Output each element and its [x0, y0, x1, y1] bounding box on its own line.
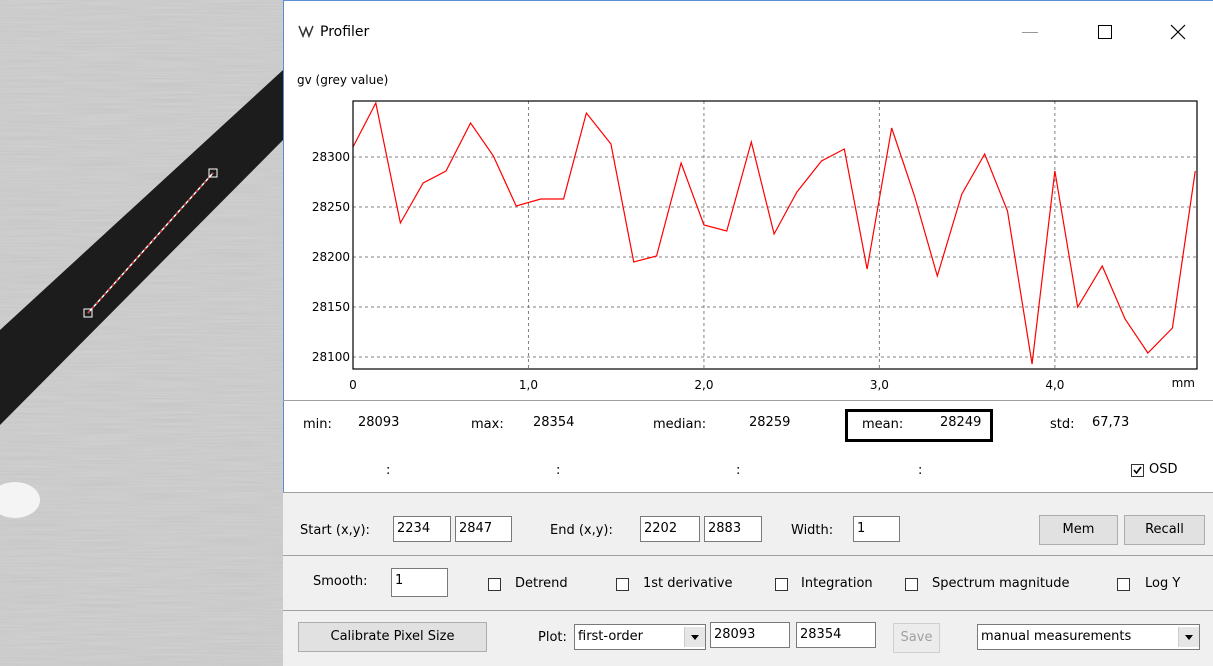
width-input[interactable]: 1 — [853, 516, 900, 542]
close-button[interactable] — [1170, 24, 1186, 40]
stat-label: max: — [471, 417, 504, 432]
x-tick-label: 3,0 — [870, 378, 889, 392]
handle-end[interactable] — [208, 168, 218, 178]
separator — [283, 610, 1213, 611]
stat-label: min: — [303, 417, 332, 432]
window-top — [283, 0, 1213, 492]
end-label: End (x,y): — [550, 523, 613, 538]
x-tick-label: 2,0 — [694, 378, 713, 392]
dark-band — [0, 70, 283, 425]
profile-line — [352, 101, 1196, 365]
profile-line-dash — [87, 172, 214, 314]
y-tick-label: 28200 — [312, 250, 350, 264]
high-input[interactable]: 28354 — [796, 622, 876, 648]
measure-select[interactable]: manual measurements — [977, 624, 1200, 650]
app-icon — [298, 25, 314, 39]
y-tick-label: 28150 — [312, 300, 350, 314]
y-tick-label: 28100 — [312, 350, 350, 364]
separator — [283, 400, 1213, 401]
x-tick-label: 0 — [349, 378, 357, 392]
cursor-readout: : — [386, 463, 391, 478]
stat-label: std: — [1050, 417, 1075, 432]
stat-value: 28259 — [749, 415, 791, 430]
x-axis-label: mm — [1172, 376, 1195, 390]
plot-select-arrow[interactable] — [684, 627, 705, 647]
width-label: Width: — [791, 523, 834, 538]
cursor-readout: : — [556, 463, 561, 478]
stat-label: median: — [653, 417, 707, 432]
maximize-button[interactable] — [1098, 25, 1112, 39]
option-checkbox[interactable] — [905, 578, 918, 591]
plot-frame — [352, 100, 1198, 370]
low-input[interactable]: 28093 — [710, 622, 790, 648]
start-y-input[interactable]: 2847 — [455, 516, 512, 542]
option-label: Detrend — [515, 576, 568, 591]
image-view — [0, 0, 283, 666]
smooth-input[interactable]: 1 — [391, 568, 448, 597]
option-checkbox[interactable] — [488, 578, 501, 591]
option-label: 1st derivative — [643, 576, 733, 591]
separator — [283, 555, 1213, 556]
bright-spot — [0, 482, 40, 518]
separator — [283, 492, 1213, 493]
plot-label: Plot: — [538, 630, 567, 645]
y-axis-label: gv (grey value) — [297, 73, 388, 87]
y-tick-label: 28300 — [312, 150, 350, 164]
option-label: Spectrum magnitude — [932, 576, 1070, 591]
cursor-readout: : — [736, 463, 741, 478]
stat-label: mean: — [862, 417, 904, 432]
start-x-input[interactable]: 2234 — [393, 516, 451, 542]
osd-checkbox[interactable] — [1131, 464, 1144, 477]
chart: gv (grey value) mm 28100 28150 28200 28250 2… — [297, 73, 1198, 392]
option-checkbox[interactable] — [1117, 578, 1130, 591]
calibrate-button[interactable]: Calibrate Pixel Size — [298, 622, 487, 652]
end-y-input[interactable]: 2883 — [704, 516, 762, 542]
stat-value: 28354 — [533, 415, 575, 430]
x-tick-label: 4,0 — [1045, 378, 1064, 392]
end-x-input[interactable]: 2202 — [640, 516, 700, 542]
window-title: Profiler — [320, 24, 370, 40]
mean-highlight — [845, 409, 993, 442]
handle-start[interactable] — [83, 308, 93, 318]
recall-button[interactable]: Recall — [1124, 515, 1205, 545]
stat-value: 67,73 — [1092, 415, 1130, 430]
cursor-readout: : — [918, 463, 923, 478]
stat-value: 28093 — [358, 415, 400, 430]
mem-button[interactable]: Mem — [1039, 515, 1118, 545]
x-tick-label: 1,0 — [519, 378, 538, 392]
measure-select-arrow[interactable] — [1178, 627, 1199, 647]
y-tick-label: 28250 — [312, 200, 350, 214]
option-checkbox[interactable] — [616, 578, 629, 591]
option-label: Integration — [801, 576, 873, 591]
save-button[interactable]: Save — [893, 623, 940, 653]
option-label: Log Y — [1145, 576, 1181, 591]
window-border — [283, 0, 1213, 1]
stat-value: 28249 — [940, 415, 982, 430]
osd-label: OSD — [1149, 462, 1178, 477]
option-checkbox[interactable] — [775, 578, 788, 591]
minimize-button[interactable] — [1022, 32, 1038, 33]
start-label: Start (x,y): — [300, 523, 370, 538]
smooth-label: Smooth: — [313, 574, 368, 589]
